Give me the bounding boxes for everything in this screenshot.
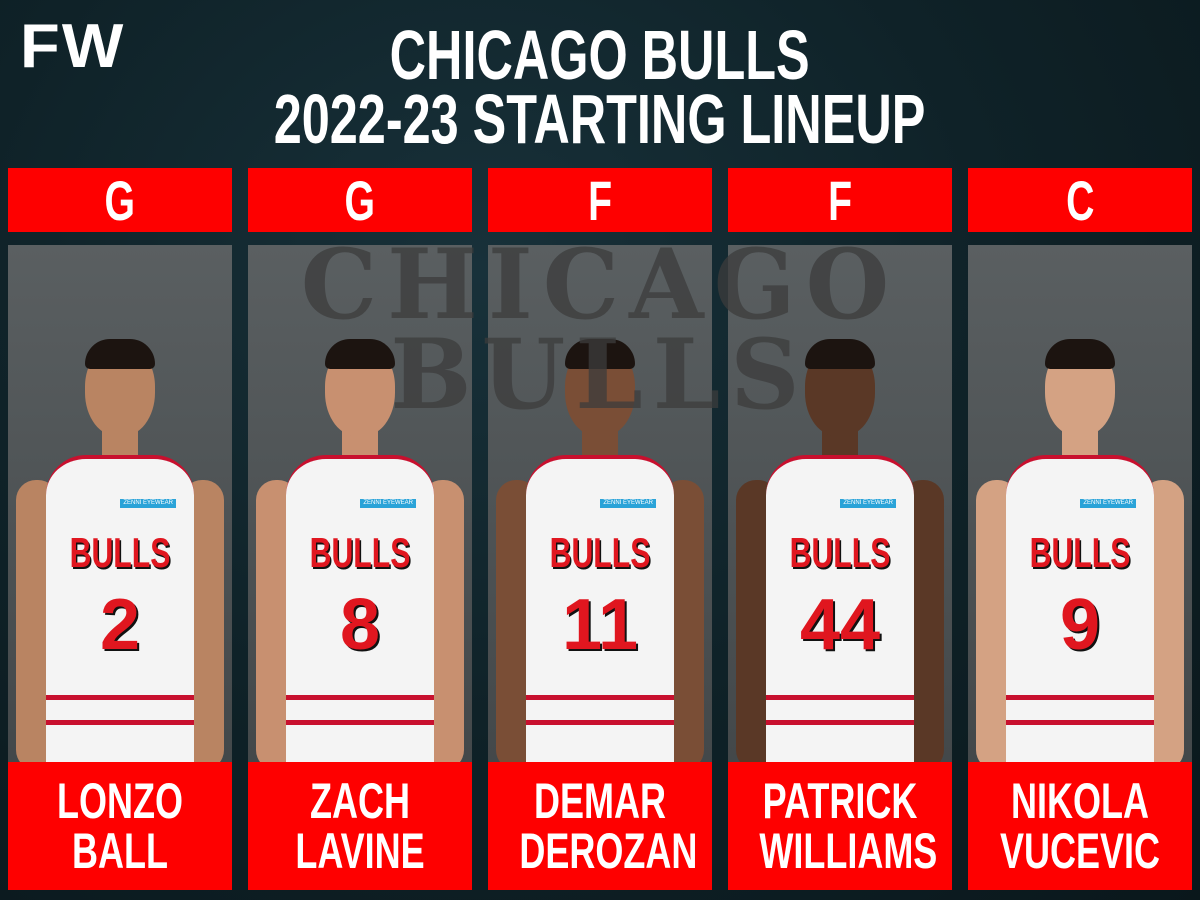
player-name: PATRICK WILLIAMS	[728, 762, 952, 890]
sponsor-patch: ZENNI EYEWEAR	[120, 499, 176, 508]
player-card: C ZENNI EYEWEAR BULLS 9 NIKOLA VUCEVIC	[968, 168, 1192, 890]
jersey-number: 2	[99, 585, 141, 665]
sponsor-patch: ZENNI EYEWEAR	[840, 499, 896, 508]
title-line-2: 2022-23 STARTING LINEUP	[274, 80, 926, 158]
player-card: G ZENNI EYEWEAR BULLS 2 LONZO BALL	[8, 168, 232, 890]
jersey-text: BULLS	[1029, 529, 1131, 576]
player-name: ZACH LAVINE	[248, 762, 472, 890]
position-label: F	[728, 168, 952, 232]
position-label: G	[248, 168, 472, 232]
sponsor-patch: ZENNI EYEWEAR	[360, 499, 416, 508]
jersey: ZENNI EYEWEAR BULLS 9	[1006, 455, 1154, 762]
jersey: ZENNI EYEWEAR BULLS 11	[526, 455, 674, 762]
player-card: F ZENNI EYEWEAR BULLS 44 PATRICK WILLIAMS	[728, 168, 952, 890]
title-line-1: CHICAGO BULLS	[390, 16, 810, 94]
player-name: NIKOLA VUCEVIC	[968, 762, 1192, 890]
player-photo: ZENNI EYEWEAR BULLS 2	[8, 245, 232, 762]
sponsor-patch: ZENNI EYEWEAR	[1080, 499, 1136, 508]
sponsor-patch: ZENNI EYEWEAR	[600, 499, 656, 508]
player-photo: ZENNI EYEWEAR BULLS 44	[728, 245, 952, 762]
jersey: ZENNI EYEWEAR BULLS 44	[766, 455, 914, 762]
player-photo: ZENNI EYEWEAR BULLS 9	[968, 245, 1192, 762]
player-card: G ZENNI EYEWEAR BULLS 8 ZACH LAVINE	[248, 168, 472, 890]
jersey-text: BULLS	[69, 529, 171, 576]
jersey: ZENNI EYEWEAR BULLS 2	[46, 455, 194, 762]
player-name: LONZO BALL	[8, 762, 232, 890]
player-photo: ZENNI EYEWEAR BULLS 11	[488, 245, 712, 762]
player-photo: ZENNI EYEWEAR BULLS 8	[248, 245, 472, 762]
chicago-bulls-watermark: CHICAGO BULLS	[300, 228, 900, 431]
jersey-number: 9	[1059, 585, 1101, 665]
jersey-number: 8	[339, 585, 381, 665]
position-label: C	[968, 168, 1192, 232]
jersey-text: BULLS	[309, 529, 411, 576]
jersey: ZENNI EYEWEAR BULLS 8	[286, 455, 434, 762]
player-card: F ZENNI EYEWEAR BULLS 11 DEMAR DEROZAN	[488, 168, 712, 890]
jersey-number: 44	[799, 585, 881, 665]
position-label: G	[8, 168, 232, 232]
player-name: DEMAR DEROZAN	[488, 762, 712, 890]
jersey-number: 11	[561, 585, 639, 665]
position-label: F	[488, 168, 712, 232]
fw-logo: FW	[20, 12, 126, 81]
jersey-text: BULLS	[549, 529, 651, 576]
jersey-text: BULLS	[789, 529, 891, 576]
